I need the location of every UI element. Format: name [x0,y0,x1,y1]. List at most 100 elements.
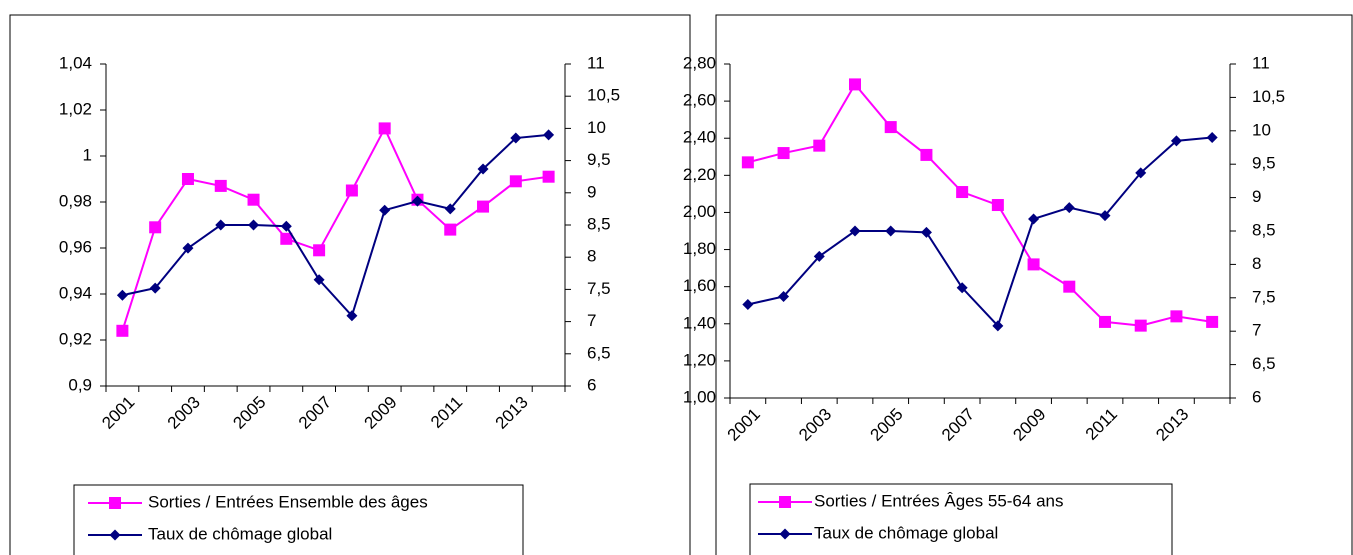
series-line [122,133,549,318]
point-marker [215,219,227,231]
point-marker [920,148,933,161]
y2-tick-label: 9 [587,182,596,201]
chart-frame [9,14,691,555]
point-marker [346,310,358,322]
point-marker [849,225,861,237]
point-marker [248,219,260,231]
point-marker [1063,202,1075,214]
y-tick-label: 1,60 [683,276,716,295]
point-marker [992,320,1004,332]
y-tick-label: 1,02 [59,99,92,118]
point-marker [777,147,790,160]
x-tick-label: 2003 [164,393,204,433]
x-tick-label: 2003 [795,405,835,445]
y-tick-label: 1,20 [683,350,716,369]
point-marker [1170,135,1182,147]
y2-tick-label: 6 [1252,387,1261,406]
x-tick-label: 2007 [295,393,335,433]
point-marker [149,221,162,234]
point-marker [510,132,522,144]
point-marker [1099,210,1111,222]
point-marker [1028,213,1040,225]
point-marker [181,173,194,185]
legend-marker [109,497,121,509]
point-marker [313,274,325,286]
point-marker [1206,315,1219,328]
legend-box [749,483,1173,555]
series-line [747,136,1213,328]
y-tick-label: 1,04 [59,53,92,72]
point-marker [116,289,128,301]
point-marker [444,223,457,236]
y2-tick-label: 7,5 [587,279,611,298]
y2-tick-label: 8,5 [587,214,611,233]
series-line [121,126,549,332]
y-tick-label: 1,40 [683,313,716,332]
y-tick-label: 1 [83,145,92,164]
point-marker [991,199,1004,212]
point-marker [741,156,754,169]
y2-tick-label: 9,5 [587,150,611,169]
point-marker [214,179,227,192]
point-marker [182,242,194,254]
y-tick-label: 0,92 [59,329,92,348]
point-marker [849,78,861,91]
y2-tick-label: 10,5 [1252,87,1285,106]
point-marker [956,282,968,294]
y2-tick-label: 11 [587,53,605,72]
point-marker [885,225,897,237]
y2-tick-label: 11 [1252,53,1270,72]
point-marker [477,163,489,175]
x-tick-label: 2001 [98,393,138,433]
legend-marker [779,528,791,540]
legend-box [73,484,524,555]
y2-tick-label: 7 [1252,321,1261,340]
point-marker [1099,315,1111,328]
point-marker [1170,310,1183,323]
point-marker [884,121,897,134]
x-tick-label: 2005 [229,393,269,433]
point-marker [742,298,754,310]
x-tick-label: 2009 [1009,405,1049,445]
legend-marker [109,529,121,541]
x-tick-label: 2007 [938,405,978,445]
point-marker [378,122,391,135]
legend-label: Sorties / Entrées Âges 55-64 ans [814,491,1063,510]
point-marker [313,244,326,257]
point-marker [345,184,358,197]
point-marker [444,203,456,215]
point-marker [920,226,932,238]
series-line [747,82,1213,327]
y2-tick-label: 10 [1252,120,1271,139]
y2-tick-label: 10,5 [587,86,620,105]
y-tick-label: 1,80 [683,239,716,258]
y2-tick-label: 6,5 [1252,354,1276,373]
point-marker [280,220,292,232]
point-marker [1027,258,1040,271]
y-tick-label: 2,40 [683,128,716,147]
x-tick-label: 2011 [1082,405,1121,444]
y2-tick-label: 10 [587,118,606,137]
y-tick-label: 0,98 [59,191,92,210]
y-tick-label: 2,80 [683,53,716,72]
y2-tick-label: 9 [1252,187,1261,206]
y-tick-label: 2,00 [683,202,716,221]
y-tick-label: 0,9 [68,375,92,394]
y2-tick-label: 7 [587,311,596,330]
legend-marker [779,496,791,508]
point-marker [116,324,129,337]
point-marker [813,250,825,262]
y2-tick-label: 7,5 [1252,287,1276,306]
y-tick-label: 1,00 [683,387,716,406]
y-tick-label: 0,96 [59,237,92,256]
x-tick-label: 2001 [724,405,764,445]
point-marker [543,129,555,141]
point-marker [813,139,826,152]
y-tick-label: 2,60 [683,91,716,110]
x-tick-label: 2013 [492,393,532,433]
y-tick-label: 2,20 [683,165,716,184]
point-marker [1063,280,1076,293]
point-marker [280,232,293,245]
point-marker [509,175,522,188]
